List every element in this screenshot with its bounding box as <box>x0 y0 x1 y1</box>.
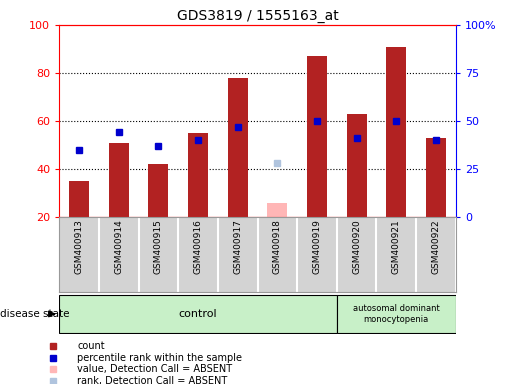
Bar <box>109 142 129 217</box>
Text: GSM400916: GSM400916 <box>194 219 202 274</box>
Bar <box>386 46 406 217</box>
Text: GSM400917: GSM400917 <box>233 219 242 274</box>
Bar <box>148 164 168 217</box>
Text: percentile rank within the sample: percentile rank within the sample <box>77 353 243 363</box>
Bar <box>267 203 287 217</box>
Text: autosomal dominant
monocytopenia: autosomal dominant monocytopenia <box>353 304 440 324</box>
Bar <box>426 138 446 217</box>
Text: GSM400920: GSM400920 <box>352 219 361 274</box>
Text: GSM400915: GSM400915 <box>154 219 163 274</box>
Bar <box>69 181 89 217</box>
Text: GSM400914: GSM400914 <box>114 219 123 274</box>
Title: GDS3819 / 1555163_at: GDS3819 / 1555163_at <box>177 8 338 23</box>
Bar <box>307 56 327 217</box>
Bar <box>188 133 208 217</box>
Text: GSM400918: GSM400918 <box>273 219 282 274</box>
Text: value, Detection Call = ABSENT: value, Detection Call = ABSENT <box>77 364 233 374</box>
Text: rank, Detection Call = ABSENT: rank, Detection Call = ABSENT <box>77 376 228 384</box>
Bar <box>337 295 456 333</box>
Text: disease state: disease state <box>0 309 73 319</box>
Text: count: count <box>77 341 105 351</box>
Bar <box>59 295 337 333</box>
Bar <box>228 78 248 217</box>
Text: GSM400922: GSM400922 <box>432 219 440 274</box>
Text: GSM400913: GSM400913 <box>75 219 83 274</box>
Bar <box>347 114 367 217</box>
Text: control: control <box>179 309 217 319</box>
Text: GSM400921: GSM400921 <box>392 219 401 274</box>
Text: GSM400919: GSM400919 <box>313 219 321 274</box>
